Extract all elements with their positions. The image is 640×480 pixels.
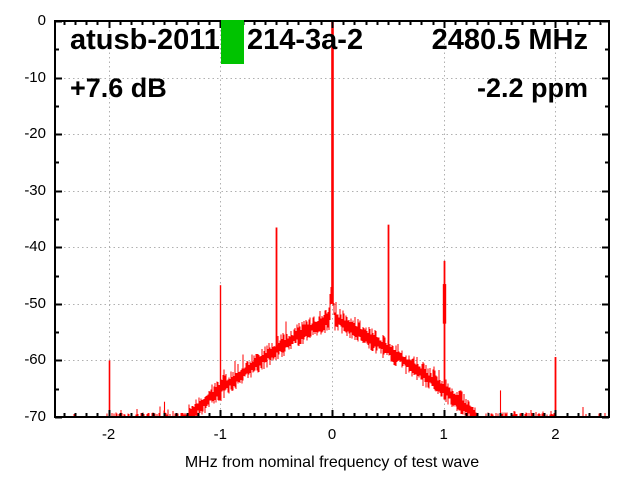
gain-label: +7.6 dB [70,73,167,103]
x-axis-title: MHz from nominal frequency of test wave [184,454,480,471]
x-tick-label: 1 [439,426,448,443]
y-tick-label: 0 [37,12,46,29]
plot-title-prefix: atusb-2011 [70,24,220,56]
redaction-block [221,20,244,64]
x-tick-label: -2 [101,426,116,443]
y-tick-label: -40 [24,238,46,256]
y-tick-label: -30 [24,181,46,199]
x-tick-label: 0 [327,426,337,443]
test-frequency-label: 2480.5 MHz [431,24,588,56]
plot-title-suffix: 214-3a-2 [247,24,364,56]
y-tick-label: -60 [24,351,46,369]
y-tick-label: -70 [24,408,46,425]
y-tick-label: -20 [24,125,46,143]
ppm-offset-label: -2.2 ppm [476,73,588,103]
x-tick-label: 2 [551,426,560,443]
y-tick-label: -50 [24,294,46,312]
y-tick-label: -10 [24,68,46,86]
x-tick-label: -1 [213,426,227,443]
